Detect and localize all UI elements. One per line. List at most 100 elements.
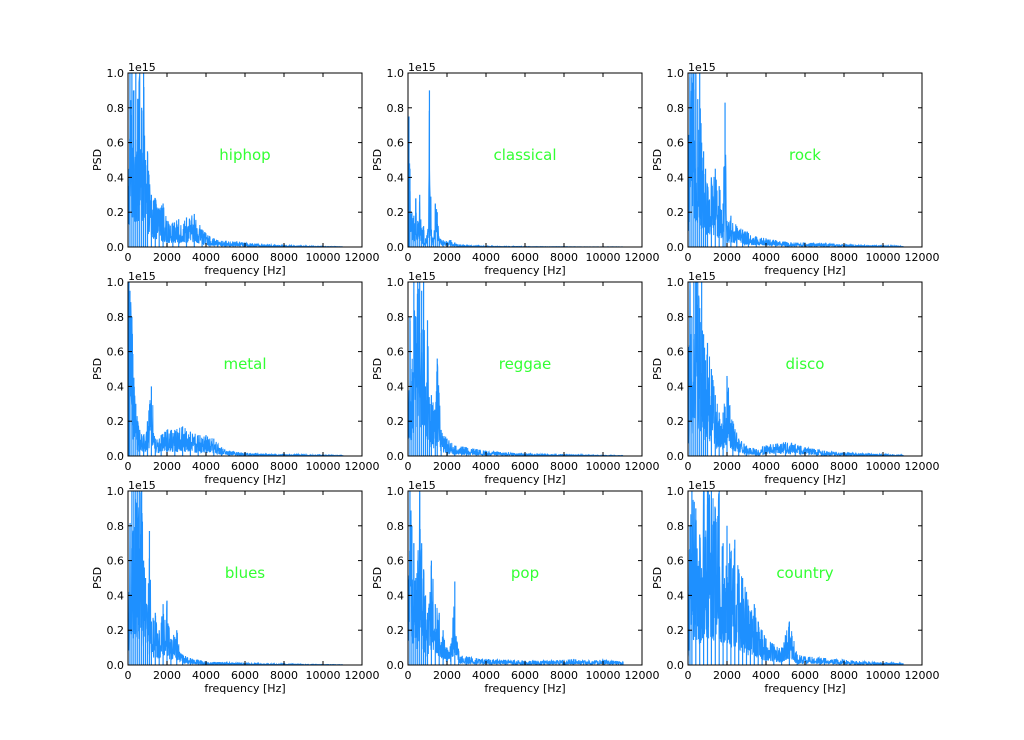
x-tick-label: 2000 (433, 669, 461, 682)
y-tick-label: 0.4 (667, 589, 685, 602)
y-tick-label: 0.4 (107, 589, 125, 602)
x-axis-label: frequency [Hz] (484, 473, 565, 486)
x-tick-label: 4000 (472, 251, 500, 264)
y-tick-label: 0.6 (667, 346, 685, 359)
y-tick-label: 0.2 (107, 624, 125, 637)
subplot-disco: 0 2000 4000 6000 8000 10000 12000 0.0 0.2 0.4 0.6 0… (651, 270, 940, 486)
y-tick-label: 0.6 (107, 137, 125, 150)
y-axis-label: PSD (651, 358, 664, 380)
x-axis-label: frequency [Hz] (484, 682, 565, 695)
offset-text: 1e15 (128, 270, 156, 283)
x-tick-label: 0 (685, 251, 692, 264)
x-tick-label: 8000 (550, 669, 578, 682)
y-tick-label: 0.4 (667, 380, 685, 393)
y-tick-label: 0.6 (667, 137, 685, 150)
genre-label: country (776, 564, 833, 582)
x-tick-label: 4000 (192, 669, 220, 682)
x-tick-label: 12000 (625, 460, 660, 473)
offset-text: 1e15 (408, 61, 436, 74)
y-tick-label: 1.0 (667, 485, 685, 498)
y-tick-label: 0.6 (107, 346, 125, 359)
x-axis-label: frequency [Hz] (764, 682, 845, 695)
y-tick-label: 0.2 (387, 206, 405, 219)
x-tick-label: 12000 (345, 669, 380, 682)
y-tick-label: 0.0 (107, 241, 125, 254)
subplot-hiphop: 0 2000 4000 6000 8000 10000 12000 0.0 0.2 0.4 0.6 0… (91, 61, 380, 277)
y-tick-label: 0.0 (387, 450, 405, 463)
y-tick-label: 0.0 (667, 659, 685, 672)
x-tick-label: 12000 (905, 460, 940, 473)
y-tick-label: 0.2 (667, 624, 685, 637)
x-tick-label: 0 (125, 460, 132, 473)
genre-label: classical (493, 146, 556, 164)
y-tick-label: 0.6 (107, 555, 125, 568)
x-tick-label: 4000 (472, 669, 500, 682)
x-tick-label: 6000 (231, 460, 259, 473)
y-tick-label: 0.8 (107, 520, 125, 533)
x-tick-label: 0 (405, 669, 412, 682)
x-tick-label: 6000 (511, 669, 539, 682)
plot-area (408, 491, 642, 665)
y-tick-label: 0.4 (387, 380, 405, 393)
y-axis-label: PSD (91, 149, 104, 171)
x-axis-label: frequency [Hz] (764, 264, 845, 277)
x-tick-label: 10000 (586, 251, 621, 264)
plot-area (128, 73, 362, 247)
y-axis-label: PSD (651, 567, 664, 589)
x-tick-label: 2000 (433, 251, 461, 264)
plot-area (128, 282, 362, 456)
x-tick-label: 4000 (752, 669, 780, 682)
subplot-blues: 0 2000 4000 6000 8000 10000 12000 0.0 0.2 0.4 0.6 0… (91, 479, 380, 695)
y-tick-label: 0.6 (387, 346, 405, 359)
y-tick-label: 0.8 (667, 311, 685, 324)
subplot-pop: 0 2000 4000 6000 8000 10000 12000 0.0 0.2 0.4 0.6 0… (371, 479, 660, 695)
x-tick-label: 0 (405, 460, 412, 473)
y-tick-label: 0.8 (387, 311, 405, 324)
y-tick-label: 0.2 (107, 415, 125, 428)
genre-label: disco (786, 355, 825, 373)
x-tick-label: 0 (125, 251, 132, 264)
x-tick-label: 2000 (713, 669, 741, 682)
y-tick-label: 1.0 (387, 67, 405, 80)
x-tick-label: 2000 (713, 251, 741, 264)
x-tick-label: 10000 (586, 669, 621, 682)
genre-label: hiphop (219, 146, 270, 164)
y-axis-label: PSD (651, 149, 664, 171)
y-tick-label: 1.0 (667, 276, 685, 289)
x-tick-label: 10000 (306, 460, 341, 473)
x-tick-label: 10000 (866, 251, 901, 264)
y-tick-label: 0.4 (107, 380, 125, 393)
y-tick-label: 0.2 (387, 624, 405, 637)
y-axis-label: PSD (371, 149, 384, 171)
y-tick-label: 0.0 (387, 241, 405, 254)
y-tick-label: 1.0 (107, 67, 125, 80)
x-tick-label: 0 (405, 251, 412, 264)
y-tick-label: 0.4 (387, 589, 405, 602)
y-tick-label: 0.8 (387, 520, 405, 533)
x-axis-label: frequency [Hz] (204, 264, 285, 277)
x-axis-label: frequency [Hz] (484, 264, 565, 277)
offset-text: 1e15 (688, 270, 716, 283)
x-tick-label: 8000 (270, 669, 298, 682)
y-tick-label: 0.6 (387, 137, 405, 150)
y-tick-label: 0.8 (107, 102, 125, 115)
x-tick-label: 10000 (586, 460, 621, 473)
psd-trace (128, 302, 343, 456)
y-tick-label: 0.0 (107, 450, 125, 463)
genre-label: rock (789, 146, 821, 164)
x-tick-label: 8000 (830, 669, 858, 682)
y-axis-label: PSD (371, 567, 384, 589)
subplot-country: 0 2000 4000 6000 8000 10000 12000 0.0 0.2 0.4 0.6 0… (651, 479, 940, 695)
x-tick-label: 4000 (752, 251, 780, 264)
y-tick-label: 0.8 (107, 311, 125, 324)
x-tick-label: 12000 (625, 251, 660, 264)
genre-label: reggae (499, 355, 552, 373)
genre-label: metal (223, 355, 266, 373)
genre-label: pop (511, 564, 539, 582)
x-axis-label: frequency [Hz] (204, 473, 285, 486)
genre-label: blues (225, 564, 265, 582)
plot-area (408, 73, 642, 247)
x-tick-label: 12000 (625, 669, 660, 682)
x-tick-label: 4000 (192, 460, 220, 473)
y-tick-label: 0.2 (667, 206, 685, 219)
